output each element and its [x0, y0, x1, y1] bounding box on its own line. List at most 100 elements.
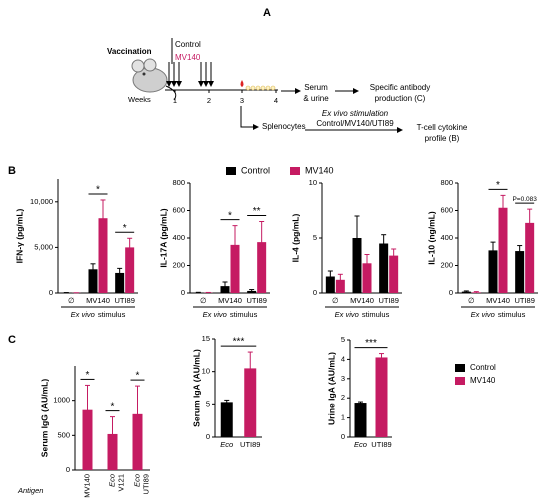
- y-tick-label: 0: [66, 465, 70, 474]
- week-label: 3: [240, 96, 244, 105]
- bar: [220, 402, 233, 437]
- stimulation-title: Ex vivo stimulation: [322, 109, 389, 118]
- y-tick-label: 400: [440, 233, 453, 242]
- significance-label: *: [96, 185, 100, 196]
- bar: [335, 279, 345, 293]
- x-tick-label: UTI89: [514, 296, 534, 305]
- x-tick-label: UTI89: [240, 440, 260, 449]
- x-tick-label: UTI89: [114, 296, 134, 305]
- x-tick-label: EcoV121: [107, 474, 125, 492]
- outcome-label: Specific antibody: [370, 83, 430, 92]
- significance-label: *: [228, 210, 232, 221]
- bar: [389, 255, 399, 293]
- group-label: MV140: [175, 53, 201, 62]
- x-tick-label: UTI89: [378, 296, 398, 305]
- y-tick-label: 200: [440, 260, 453, 269]
- y-tick-label: 3: [341, 374, 345, 383]
- bar: [354, 403, 367, 437]
- y-tick-label: 10,000: [30, 197, 53, 206]
- legend-label: MV140: [305, 165, 334, 175]
- x-tick-label: ∅: [468, 296, 475, 305]
- panel-label: B: [8, 165, 16, 177]
- diagram: A Vaccination Control MV140 Weeks 1 2: [107, 7, 468, 143]
- outcome-label: T-cell cytokine: [417, 123, 468, 132]
- chart: 0 1 2 3 4 5 Urine IgA (AU/mL) Eco UTI89 ***: [326, 335, 392, 449]
- outcome-label: production (C): [375, 94, 426, 103]
- x-axis-label-text: stimulus: [362, 310, 390, 319]
- x-axis-label-italic: Ex vivo: [203, 310, 227, 319]
- y-axis-label: IFN-γ (pg/mL): [14, 208, 24, 263]
- week-label: 2: [207, 96, 211, 105]
- x-axis-label-italic: Ex vivo: [335, 310, 359, 319]
- week-label: 1: [173, 96, 177, 105]
- x-tick-label: ∅: [332, 296, 339, 305]
- legend-swatch: [455, 364, 465, 372]
- significance-label: **: [253, 206, 261, 217]
- y-tick-label: 4: [341, 354, 345, 363]
- bar: [488, 250, 498, 293]
- outcome-label: profile (B): [425, 134, 460, 143]
- y-tick-label: 500: [57, 430, 70, 439]
- x-axis-label: Ex vivo stimulus: [71, 310, 126, 319]
- bar: [125, 247, 135, 293]
- chart: 0 200 400 600 800 IL-17A (pg/mL) ∅ MV140 * UTI89 *…: [158, 178, 270, 319]
- y-axis-label: Serum IgG (AU/mL): [39, 379, 49, 458]
- bar: [379, 243, 389, 293]
- significance-label: *: [123, 223, 127, 234]
- x-axis-label-text: stimulus: [230, 310, 258, 319]
- y-tick-label: 15: [202, 334, 210, 343]
- bar: [515, 251, 525, 293]
- stimulation-label: Control/MV140/UTI89: [316, 119, 394, 128]
- panel-label: A: [263, 7, 271, 19]
- significance-label: *: [111, 401, 115, 412]
- chart: 0 200 400 600 800 IL-10 (ng/mL) ∅ MV140 * UTI89 P=…: [426, 178, 538, 319]
- x-tick-label: MV140: [486, 296, 510, 305]
- x-tick-label: Eco: [220, 440, 233, 449]
- x-axis-label-text: stimulus: [498, 310, 526, 319]
- y-tick-label: 0: [206, 432, 210, 441]
- mouse-icon: [131, 58, 177, 101]
- y-tick-label: 1: [341, 413, 345, 422]
- splenocytes-label: Splenocytes: [262, 122, 306, 131]
- bar: [325, 276, 335, 293]
- bar: [525, 222, 535, 293]
- x-axis-label-text: stimulus: [98, 310, 126, 319]
- y-axis-label: IL-10 (ng/mL): [426, 211, 436, 265]
- category-title: Antigen: [17, 486, 43, 495]
- y-axis-label: IL-17A (pg/mL): [158, 208, 168, 267]
- bar: [362, 263, 372, 293]
- y-tick-label: 1000: [53, 396, 70, 405]
- legend-swatch: [455, 377, 465, 385]
- x-axis-label: Ex vivo stimulus: [471, 310, 526, 319]
- x-tick-label: EcoUTI89: [132, 474, 150, 494]
- y-tick-label: 10: [309, 178, 317, 187]
- y-tick-label: 5,000: [34, 242, 53, 251]
- legend-swatch: [226, 167, 236, 175]
- chart: 0 5,000 10,000 IFN-γ (pg/mL) ∅ MV140 * UTI89 * Ex…: [14, 179, 138, 319]
- week-label: 4: [274, 96, 278, 105]
- significance-label: *: [496, 180, 500, 191]
- y-axis-label: Urine IgA (AU/mL): [326, 352, 336, 425]
- legend-label: MV140: [470, 376, 496, 385]
- x-tick-label: MV140: [82, 474, 91, 498]
- chart: 0 5 10 IL-4 (pg/mL) ∅ MV140 UTI89 Ex vivo stimul…: [290, 178, 402, 319]
- x-axis-label-italic: Ex vivo: [471, 310, 495, 319]
- y-axis-label: Serum IgA (AU/mL): [191, 349, 201, 427]
- y-tick-label: 200: [172, 260, 185, 269]
- x-tick-label: UTI89: [371, 440, 391, 449]
- bar: [88, 269, 98, 293]
- blood-drop: [240, 80, 244, 87]
- x-tick-label: MV140: [350, 296, 374, 305]
- urine-tubes: [245, 85, 276, 91]
- y-tick-label: 5: [313, 233, 317, 242]
- significance-label: *: [86, 370, 90, 381]
- significance-label: *: [136, 371, 140, 382]
- weeks-label: Weeks: [128, 95, 151, 104]
- y-tick-label: 800: [440, 178, 453, 187]
- bar: [257, 242, 267, 293]
- y-tick-label: 10: [202, 367, 210, 376]
- bar: [230, 244, 240, 293]
- bar: [82, 409, 93, 470]
- x-tick-label: Eco: [354, 440, 367, 449]
